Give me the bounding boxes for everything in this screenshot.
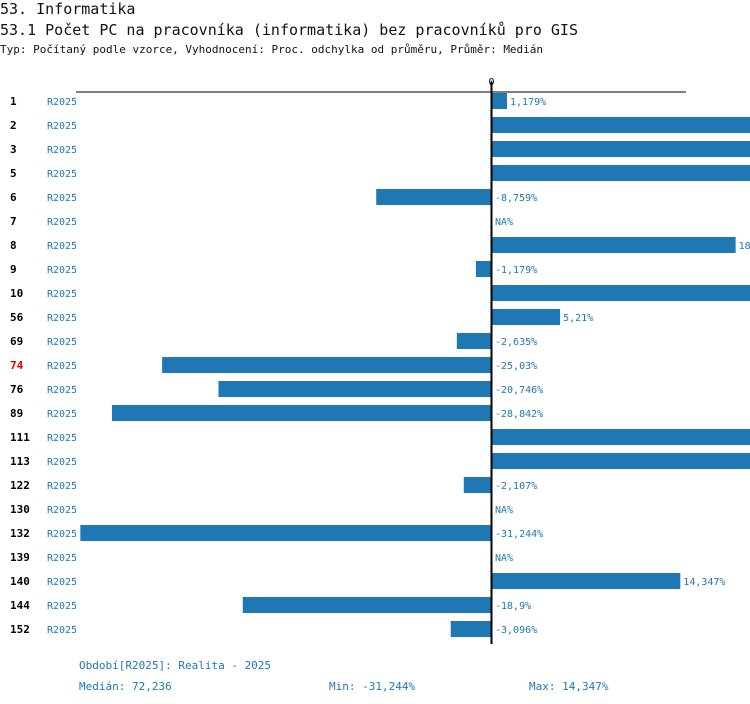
chart-title: 53.1 Počet PC na pracovníka (informatika… (0, 21, 578, 39)
row-id-label: 130 (10, 503, 30, 516)
data-label: -31,244% (495, 529, 543, 540)
data-label: 18,55% (739, 241, 750, 252)
footer-median: Medián: 72,236 (79, 680, 172, 693)
row-period-label: R2025 (47, 241, 77, 252)
row-period-label: R2025 (47, 577, 77, 588)
row-period-label: R2025 (47, 625, 77, 636)
bar (475, 261, 492, 277)
row-period-label: R2025 (47, 457, 77, 468)
bar (491, 93, 508, 109)
row-id-label: 3 (10, 143, 17, 156)
row-period-label: R2025 (47, 313, 77, 324)
row-id-label: 5 (10, 167, 17, 180)
row-id-label: 144 (10, 599, 30, 612)
row-period-label: R2025 (47, 433, 77, 444)
data-label: NA% (495, 217, 513, 228)
footer-min: Min: -31,244% (329, 680, 416, 693)
row-period-label: R2025 (47, 169, 77, 180)
row-period-label: R2025 (47, 289, 77, 300)
bar (80, 525, 492, 541)
row-id-label: 89 (10, 407, 23, 420)
data-label: -2,635% (495, 337, 537, 348)
row-id-label: 6 (10, 191, 17, 204)
bar (491, 165, 750, 181)
row-id-label: 69 (10, 335, 23, 348)
bar (162, 357, 492, 373)
bar (242, 597, 492, 613)
chart-subtitle: Typ: Počítaný podle vzorce, Vyhodnocení:… (0, 43, 544, 56)
row-id-label: 9 (10, 263, 17, 276)
data-label: 14,347% (683, 577, 725, 588)
data-label: NA% (495, 505, 513, 516)
bar (491, 117, 750, 133)
row-id-label: 122 (10, 479, 30, 492)
row-id-label: 113 (10, 455, 30, 468)
row-id-label: 2 (10, 119, 17, 132)
row-id-label: 139 (10, 551, 30, 564)
bar (376, 189, 492, 205)
row-period-label: R2025 (47, 529, 77, 540)
row-id-label: 8 (10, 239, 17, 252)
data-label: -20,746% (495, 385, 543, 396)
row-period-label: R2025 (47, 121, 77, 132)
row-period-label: R2025 (47, 385, 77, 396)
row-period-label: R2025 (47, 361, 77, 372)
row-id-label: 7 (10, 215, 17, 228)
bar (491, 237, 736, 253)
row-id-label: 1 (10, 95, 17, 108)
data-label: -3,096% (495, 625, 537, 636)
row-period-label: R2025 (47, 193, 77, 204)
row-period-label: R2025 (47, 481, 77, 492)
bar (491, 285, 750, 301)
row-id-label: 56 (10, 311, 24, 324)
bar (463, 477, 492, 493)
row-period-label: R2025 (47, 217, 77, 228)
bar (111, 405, 492, 421)
data-label: -28,842% (495, 409, 543, 420)
data-label: 1,179% (510, 97, 546, 108)
row-period-label: R2025 (47, 601, 77, 612)
row-id-label: 74 (10, 359, 24, 372)
footer-period: Období[R2025]: Realita - 2025 (79, 659, 272, 672)
row-period-label: R2025 (47, 337, 77, 348)
footer-max: Max: 14,347% (529, 680, 609, 693)
section-title: 53. Informatika (0, 0, 136, 18)
row-id-label: 10 (10, 287, 23, 300)
bar (491, 573, 681, 589)
data-label: -25,03% (495, 361, 537, 372)
row-id-label: 76 (10, 383, 24, 396)
data-label: NA% (495, 553, 513, 564)
row-id-label: 152 (10, 623, 30, 636)
row-period-label: R2025 (47, 97, 77, 108)
data-label: -18,9% (495, 601, 531, 612)
bar (491, 141, 750, 157)
data-label: 5,21% (563, 313, 593, 324)
bar (218, 381, 492, 397)
data-label: -1,179% (495, 265, 537, 276)
bar (450, 621, 492, 637)
data-label: -8,759% (495, 193, 537, 204)
bar (491, 453, 750, 469)
row-period-label: R2025 (47, 505, 77, 516)
row-id-label: 132 (10, 527, 30, 540)
bar (491, 429, 750, 445)
row-period-label: R2025 (47, 409, 77, 420)
row-id-label: 140 (10, 575, 30, 588)
bar (456, 333, 492, 349)
row-period-label: R2025 (47, 553, 77, 564)
data-label: -2,107% (495, 481, 537, 492)
bar (491, 309, 561, 325)
row-id-label: 111 (10, 431, 30, 444)
row-period-label: R2025 (47, 265, 77, 276)
row-period-label: R2025 (47, 145, 77, 156)
